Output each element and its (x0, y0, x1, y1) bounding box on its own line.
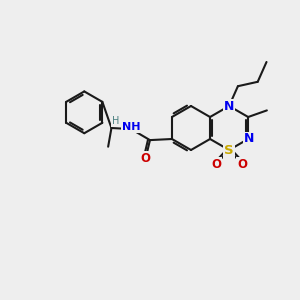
Text: O: O (211, 158, 221, 170)
Text: H: H (112, 116, 119, 126)
Text: N: N (244, 133, 254, 146)
Text: O: O (140, 152, 151, 165)
Text: NH: NH (122, 122, 140, 132)
Text: N: N (224, 100, 234, 112)
Text: S: S (224, 143, 234, 157)
Text: O: O (237, 158, 247, 170)
